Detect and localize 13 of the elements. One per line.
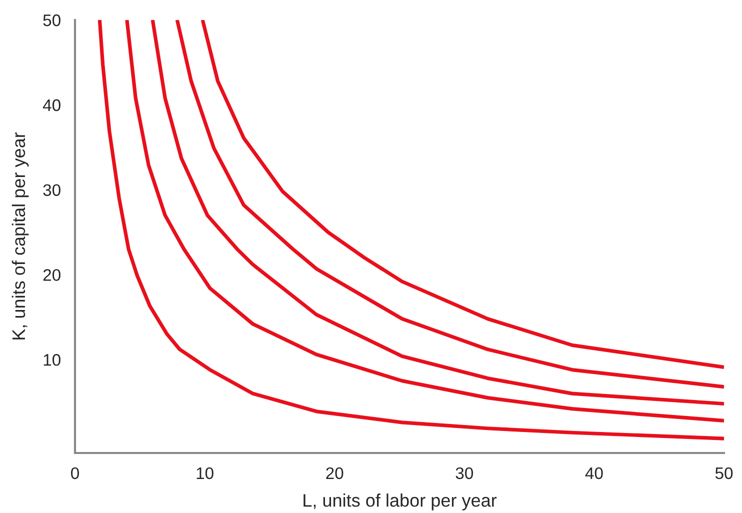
y-tick-label: 30 — [43, 184, 60, 196]
x-tick-label: 10 — [196, 467, 214, 480]
y-tick-label: 10 — [44, 354, 60, 366]
y-tick-label: 40 — [42, 99, 60, 112]
x-axis-title: L, units of labor per year — [304, 494, 497, 510]
x-tick-label: 40 — [585, 467, 603, 480]
x-tick-label: 20 — [326, 467, 344, 480]
x-tick-label: 0 — [71, 467, 79, 480]
y-tick-label: 20 — [43, 269, 60, 281]
x-tick-label: 50 — [715, 467, 733, 480]
x-tick-label: 30 — [456, 467, 474, 480]
y-axis-title: K, units of capital per year — [12, 132, 29, 340]
y-tick-label: 50 — [43, 14, 60, 26]
